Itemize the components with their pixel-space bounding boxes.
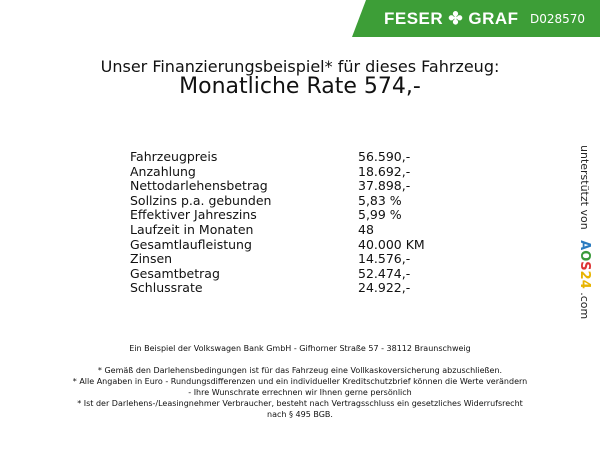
table-row: Effektiver Jahreszins 5,99 %: [130, 208, 425, 223]
table-row: Laufzeit in Monaten 48: [130, 221, 425, 238]
row-value: 37.898,-: [358, 178, 411, 194]
row-label: Gesamtlaufleistung: [130, 236, 252, 252]
row-label: Laufzeit in Monaten: [130, 221, 254, 237]
brand-logo: FESER ✤ GRAF: [384, 9, 519, 29]
footnote-2b: - Ihre Wunschrate errechnen wir Ihnen ge…: [188, 388, 412, 397]
supported-by-text: unterstützt von: [578, 145, 591, 230]
page-title: Monatliche Rate 574,-: [179, 74, 421, 99]
row-label: Anzahlung: [130, 163, 196, 179]
row-value: 48: [358, 221, 374, 237]
row-label: Zinsen: [130, 251, 173, 267]
clover-icon: ✤: [448, 9, 464, 28]
subtitle: Unser Finanzierungsbeispiel* für dieses …: [100, 57, 500, 76]
row-value: 5,83 %: [358, 192, 402, 208]
table-row: Fahrzeugpreis 56.590,-: [130, 149, 425, 165]
row-value: 14.576,-: [358, 251, 411, 267]
header-banner: [352, 0, 600, 37]
vehicle-code: D028570: [530, 12, 586, 26]
table-row: Zinsen 14.576,-: [130, 252, 425, 267]
row-value: 24.922,-: [358, 280, 411, 296]
table-row: Gesamtlaufleistung 40.000 KM: [130, 236, 425, 253]
aos24-logo: AOS24: [577, 240, 592, 289]
bank-info: Ein Beispiel der Volkswagen Bank GmbH - …: [129, 344, 471, 353]
row-label: Schlussrate: [130, 280, 203, 296]
supported-by: unterstützt von AOS24 .com: [577, 145, 592, 319]
row-value: 5,99 %: [358, 207, 402, 223]
row-label: Sollzins p.a. gebunden: [130, 192, 272, 208]
table-row: Gesamtbetrag 52.474,-: [130, 265, 425, 282]
table-row: Anzahlung 18.692,-: [130, 163, 425, 180]
row-label: Gesamtbetrag: [130, 265, 220, 281]
footnote-3: * Ist der Darlehens-/Leasingnehmer Verbr…: [77, 399, 523, 408]
row-value: 40.000 KM: [358, 236, 425, 252]
finance-table: Fahrzeugpreis 56.590,- Anzahlung 18.692,- Ne…: [130, 149, 425, 296]
row-label: Nettodarlehensbetrag: [130, 178, 268, 194]
footnotes: * Gemäß den Darlehensbedingungen ist für…: [0, 365, 600, 420]
table-row: Sollzins p.a. gebunden 5,83 %: [130, 192, 425, 209]
table-row: Nettodarlehensbetrag 37.898,-: [130, 179, 425, 194]
brand-name: FESER: [384, 9, 444, 28]
row-label: Fahrzeugpreis: [130, 149, 218, 164]
footnote-1: * Gemäß den Darlehensbedingungen ist für…: [97, 366, 503, 375]
brand-name-2: GRAF: [468, 9, 519, 28]
row-value: 56.590,-: [358, 149, 411, 164]
row-label: Effektiver Jahreszins: [130, 207, 257, 223]
table-row: Schlussrate 24.922,-: [130, 281, 425, 296]
aos24-suffix: .com: [578, 292, 591, 320]
row-value: 52.474,-: [358, 265, 411, 281]
footnote-2: * Alle Angaben in Euro - Rundungsdiffere…: [72, 377, 528, 386]
row-value: 18.692,-: [358, 163, 411, 179]
footnote-3b: nach § 495 BGB.: [267, 410, 333, 419]
